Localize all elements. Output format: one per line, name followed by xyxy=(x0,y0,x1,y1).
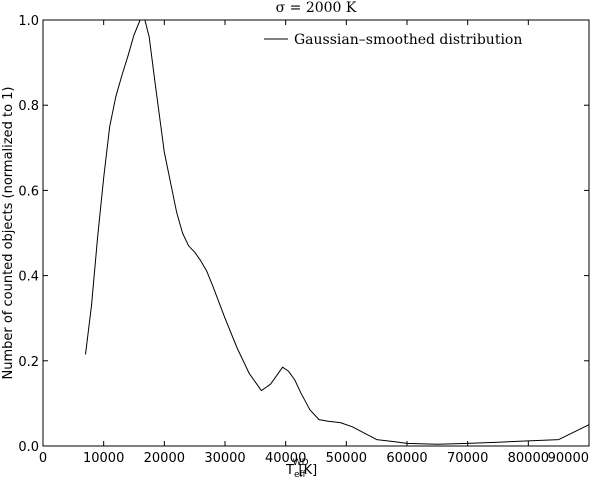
x-axis-title-main: T xyxy=(285,463,294,478)
x-tick-label: 90000 xyxy=(548,451,589,466)
y-tick-label: 0.8 xyxy=(18,99,39,114)
x-axis-title-group: Teff WD[K] xyxy=(285,458,317,478)
series-line xyxy=(85,19,590,445)
plot-area-frame xyxy=(42,19,590,447)
x-tick-label: 0 xyxy=(39,451,47,466)
y-tick-label: 1.0 xyxy=(18,14,39,29)
x-axis-title-sup: WD xyxy=(293,458,309,468)
x-tick-label: 50000 xyxy=(326,451,367,466)
chart-title: σ = 2000 K xyxy=(276,0,357,16)
x-tick-label: 10000 xyxy=(83,451,124,466)
y-tick-label: 0.2 xyxy=(18,355,39,370)
x-tick-label: 20000 xyxy=(144,451,185,466)
x-tick-label: 70000 xyxy=(447,451,488,466)
y-tick-label: 0.4 xyxy=(18,270,39,285)
x-tick-label: 40000 xyxy=(265,451,306,466)
y-tick-label: 0.6 xyxy=(18,184,39,199)
legend-label: Gaussian–smoothed distribution xyxy=(294,32,522,48)
x-axis-title-sub: eff xyxy=(294,470,307,478)
y-tick-label: 0.0 xyxy=(18,440,39,455)
x-axis-title: Teff WD[K] xyxy=(285,458,317,478)
y-axis-title: Number of counted objects (normalized to… xyxy=(1,86,16,379)
x-tick-label: 80000 xyxy=(508,451,549,466)
y-axis-title-group: Number of counted objects (normalized to… xyxy=(1,86,16,379)
x-axis-title-unit: [K] xyxy=(299,463,318,478)
x-tick-label: 30000 xyxy=(204,451,245,466)
legend: Gaussian–smoothed distribution xyxy=(264,32,522,48)
x-tick-label: 60000 xyxy=(386,451,427,466)
